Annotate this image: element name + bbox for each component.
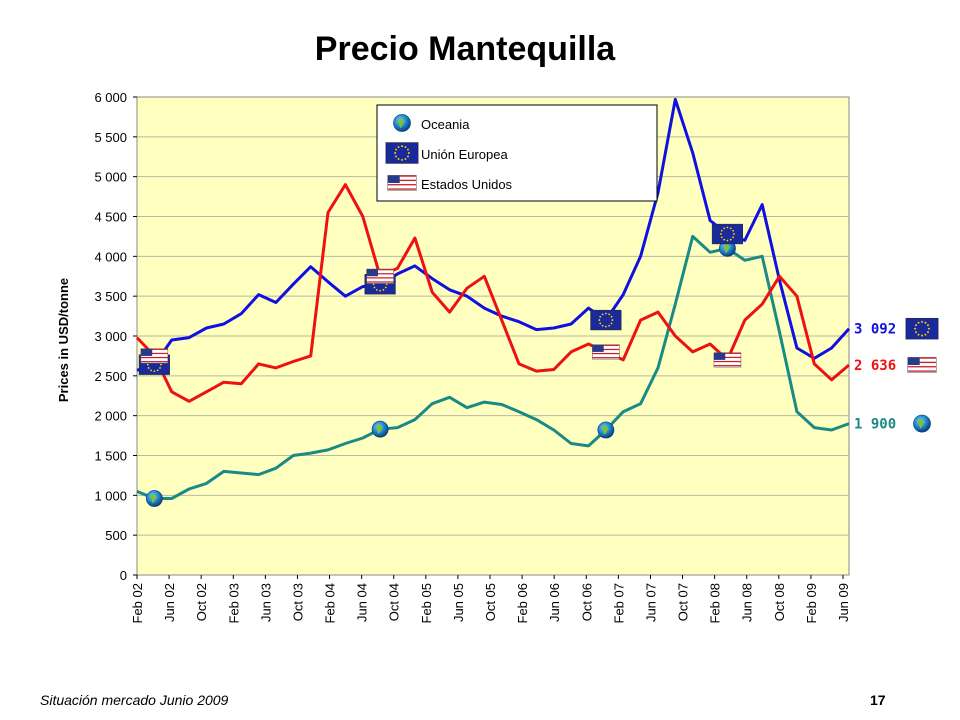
x-tick-label: Jun 09 [836,583,851,622]
series-end-label: 3 092 [854,322,896,338]
x-tick-label: Feb 07 [611,583,626,623]
x-tick-label: Jun 06 [547,583,562,622]
globe-icon [371,420,389,438]
y-tick-label: 0 [120,568,127,583]
x-tick-label: Jun 07 [643,583,658,622]
legend-box [376,104,658,202]
footer-source: Situación mercado Junio 2009 [40,692,229,708]
us-flag-icon [366,268,394,284]
globe-icon [913,414,931,433]
globe-icon [597,421,615,439]
y-tick-label: 4 500 [94,210,127,225]
y-tick-label: 4 000 [94,249,127,264]
us-flag-icon [140,348,169,364]
x-tick-label: Feb 05 [419,583,434,623]
y-tick-label: 3 500 [94,289,127,304]
y-tick-label: 500 [105,528,127,543]
x-tick-label: Oct 02 [194,583,209,621]
y-axis-ticks: 0 500 1 000 1 500 2 000 2 500 3 000 3 500 4 000 4… [94,90,137,583]
x-tick-label: Oct 04 [387,583,402,621]
us-flag-icon [387,175,417,191]
us-flag-icon [592,344,620,360]
x-tick-label: Jun 05 [451,583,466,622]
x-tick-label: Jun 03 [258,583,273,622]
x-tick-label: Feb 02 [130,583,145,623]
globe-icon [145,490,163,507]
x-tick-label: Oct 05 [483,583,498,621]
page-number: 17 [870,692,886,708]
legend-label: Oceania [421,117,470,132]
y-tick-label: 3 000 [94,329,127,344]
y-tick-label: 5 000 [94,170,127,185]
x-tick-label: Feb 09 [804,583,819,623]
series-markers [138,223,743,507]
y-tick-label: 2 000 [94,409,127,424]
x-tick-label: Feb 08 [708,583,723,623]
x-tick-label: Jun 04 [355,583,370,622]
us-flag-icon [907,357,937,373]
x-tick-label: Oct 08 [772,583,787,621]
x-tick-label: Oct 07 [676,583,691,621]
series-end-label: 2 636 [854,358,896,374]
eu-flag-icon [590,309,622,331]
y-tick-label: 6 000 [94,90,127,105]
eu-flag-icon [711,223,743,245]
x-axis-ticks: Feb 02 Jun 02 Oct 02 Feb 03 Jun 03 Oct 03 Feb … [130,575,851,623]
x-tick-label: Feb 06 [515,583,530,623]
x-tick-label: Jun 08 [740,583,755,622]
end-value-labels: 1 900 3 092 2 636 [854,317,939,433]
x-tick-label: Jun 02 [162,583,177,622]
globe-icon [393,114,411,132]
legend: Oceania Unión Europea Estados Unidos [376,104,658,202]
us-flag-icon [713,352,742,368]
x-tick-label: Feb 03 [226,583,241,623]
y-tick-label: 1 000 [94,488,127,503]
y-tick-label: 1 500 [94,449,127,464]
eu-flag-icon [385,142,419,164]
x-tick-label: Oct 06 [579,583,594,621]
globe-icon [719,239,736,257]
eu-flag-icon [905,317,939,340]
legend-label: Estados Unidos [421,177,513,192]
series-end-label: 1 900 [854,417,896,433]
y-axis-label: Prices in USD/tonne [56,278,71,402]
chart-title: Precio Mantequilla [314,30,616,68]
x-tick-label: Oct 03 [290,583,305,621]
x-tick-label: Feb 04 [323,583,338,623]
y-tick-label: 2 500 [94,369,127,384]
y-tick-label: 5 500 [94,130,127,145]
legend-label: Unión Europea [421,147,508,162]
